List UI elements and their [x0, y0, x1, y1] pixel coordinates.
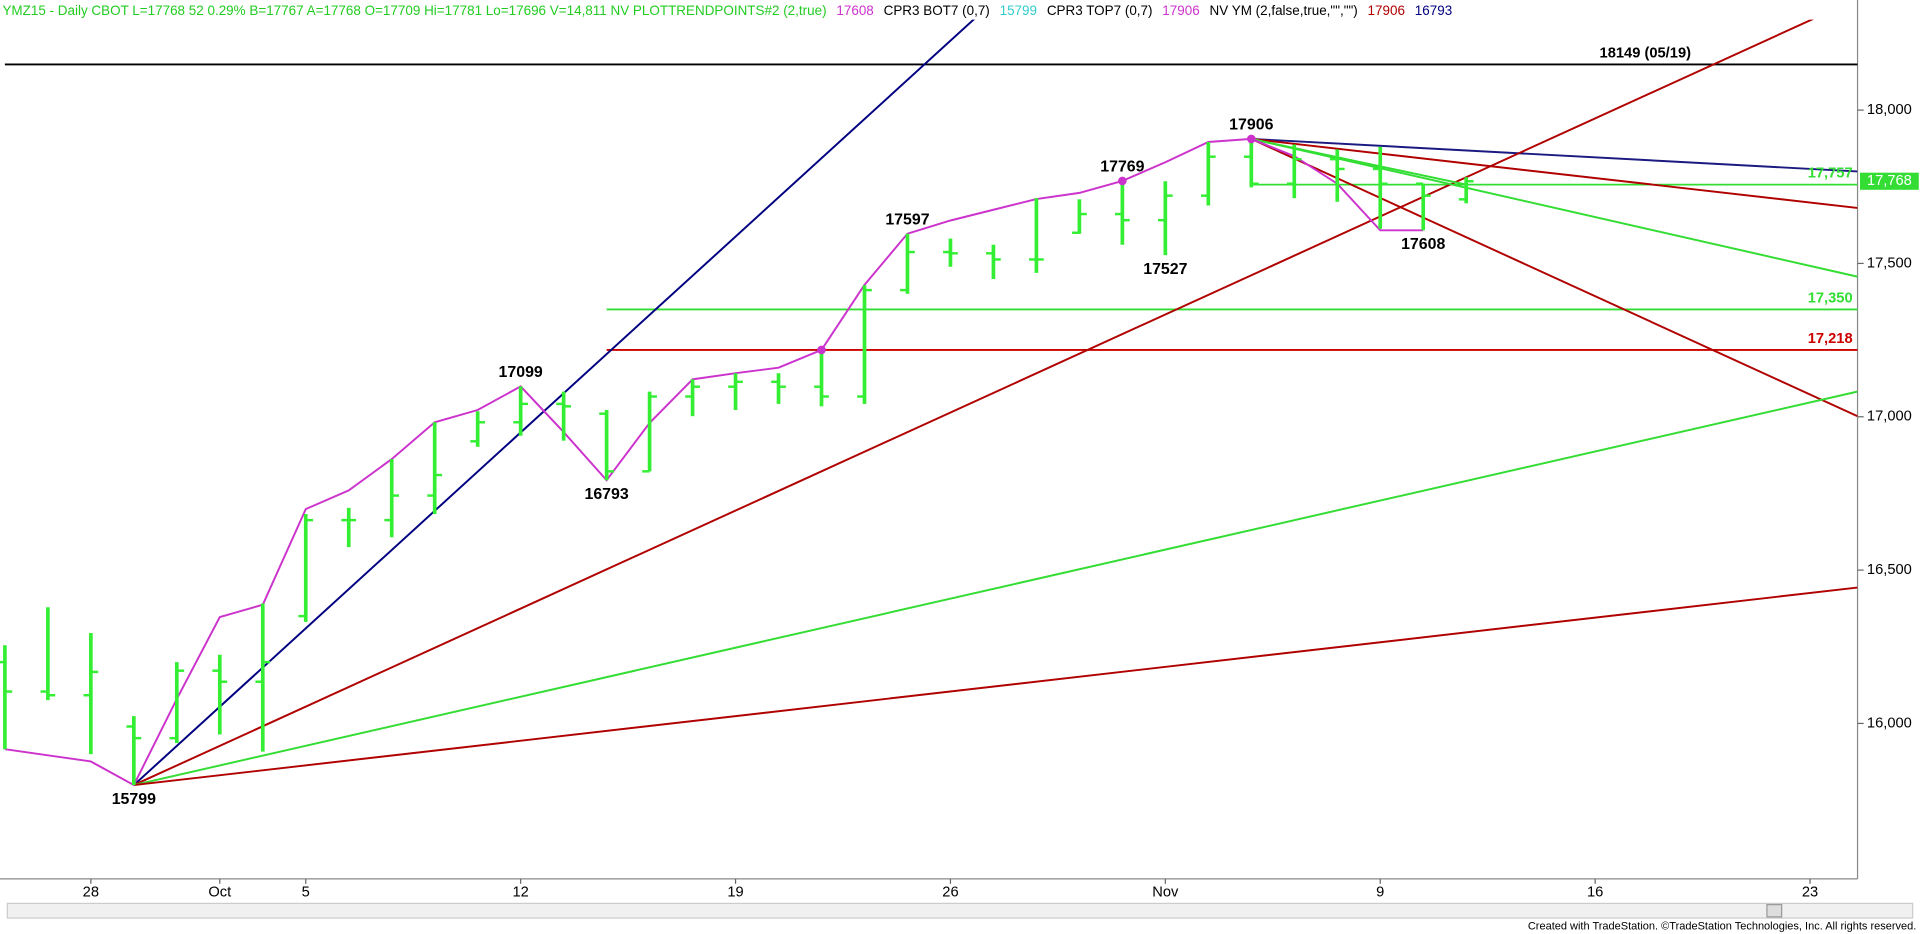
annotation: 17597	[885, 211, 929, 228]
pivot-point	[1247, 134, 1256, 144]
y-tick-label: 16,500	[1867, 562, 1912, 578]
level-label: 17,218	[1808, 331, 1853, 347]
scrollbar[interactable]	[6, 902, 1914, 919]
trend-line	[133, 19, 976, 786]
ohlc-bar	[0, 645, 13, 750]
annotation: 17527	[1143, 261, 1187, 278]
ohlc-bar	[1072, 199, 1087, 234]
trend-line	[133, 390, 1858, 787]
ohlc-bar	[1200, 141, 1216, 206]
ohlc-bar	[126, 716, 142, 786]
ohlc-bar	[83, 632, 99, 755]
level-label: 18149 (05/19)	[1600, 45, 1692, 61]
level-label: 17,757	[1808, 165, 1853, 181]
ohlc-bar	[1286, 144, 1302, 199]
header-item: NV YM (2,false,true,"","")	[1210, 3, 1358, 18]
last-value-label: 17,768	[1867, 173, 1912, 189]
ohlc-bar	[40, 607, 56, 701]
header-item: CPR3 BOT7 (0,7)	[884, 3, 990, 18]
ohlc-bar	[642, 391, 657, 473]
x-tick-label: Nov	[1152, 884, 1179, 900]
ohlc-bar	[1029, 198, 1044, 273]
y-tick-label: 17,000	[1867, 409, 1912, 425]
scroll-thumb[interactable]	[1766, 904, 1783, 918]
annotation: 15799	[112, 791, 156, 808]
ohlc-bar	[685, 379, 700, 417]
y-tick-label: 17,500	[1867, 255, 1912, 271]
annotation: 17769	[1100, 159, 1144, 176]
annotation: 17608	[1401, 236, 1445, 253]
ohlc-bar	[771, 373, 786, 404]
pivot-line	[4, 137, 1424, 787]
x-tick-label: 9	[1376, 884, 1384, 900]
annotation: 17099	[499, 364, 543, 381]
header-item: YMZ15 - Daily CBOT L=17768 52 0.29% B=17…	[2, 3, 826, 18]
header-item: 17608	[836, 3, 873, 18]
trend-line	[133, 586, 1858, 787]
x-tick-label: 12	[512, 884, 528, 900]
pivot-point	[817, 345, 826, 355]
x-tick-label: 16	[1587, 884, 1603, 900]
ohlc-bar	[298, 513, 314, 622]
ohlc-bar	[599, 410, 614, 481]
ohlc-bar	[728, 373, 743, 411]
annotation: 17906	[1229, 117, 1273, 134]
ohlc-bar	[384, 459, 400, 538]
header-item: 17906	[1368, 3, 1405, 18]
pivot-point	[1118, 176, 1127, 186]
ohlc-bar	[1458, 177, 1474, 204]
ohlc-bar	[814, 348, 829, 407]
header-item: 15799	[1000, 3, 1037, 18]
y-tick-label: 16,000	[1867, 715, 1912, 731]
trend-line	[1250, 138, 1858, 418]
ohlc-bar	[1372, 146, 1388, 229]
level-label: 17,350	[1808, 290, 1853, 306]
ohlc-bar	[556, 391, 571, 441]
ohlc-bar	[1415, 182, 1431, 231]
plot	[0, 19, 1858, 787]
trend-line	[1251, 137, 1858, 278]
y-tick-label: 18,000	[1867, 102, 1912, 118]
ohlc-bar	[986, 244, 1001, 280]
ohlc-bar	[255, 603, 271, 752]
trend-line	[133, 19, 1815, 786]
ohlc-bar	[341, 507, 357, 548]
x-tick-label: 28	[83, 884, 99, 900]
ohlc-bar	[427, 422, 443, 514]
ohlc-bar	[943, 238, 958, 267]
ohlc-bar	[212, 654, 228, 735]
header-item: 17906	[1162, 3, 1199, 18]
ohlc-bar	[857, 285, 872, 404]
header-item: CPR3 TOP7 (0,7)	[1047, 3, 1153, 18]
ohlc-bar	[1115, 180, 1130, 245]
ohlc-bar	[169, 662, 185, 744]
ohlc-bar	[1329, 149, 1345, 202]
footer: Created with TradeStation. ©TradeStation…	[1528, 921, 1916, 933]
last-value-box	[1860, 172, 1919, 190]
x-tick-label: 5	[302, 884, 310, 900]
x-tick-label: 23	[1802, 884, 1818, 900]
ohlc-bar	[1243, 138, 1259, 188]
trend-line	[1251, 137, 1467, 186]
header-item: 16793	[1415, 3, 1452, 18]
x-tick-label: 19	[727, 884, 743, 900]
ohlc-bar	[900, 233, 915, 294]
x-tick-label: Oct	[208, 884, 231, 900]
ohlc-bar	[1158, 181, 1173, 256]
trend-line	[1251, 137, 1858, 209]
x-tick-label: 26	[942, 884, 958, 900]
trend-line	[1251, 137, 1858, 173]
ohlc-bar	[513, 386, 529, 436]
ohlc-bar	[470, 411, 486, 447]
header: YMZ15 - Daily CBOT L=17768 52 0.29% B=17…	[2, 3, 1452, 18]
annotation: 16793	[584, 486, 628, 503]
